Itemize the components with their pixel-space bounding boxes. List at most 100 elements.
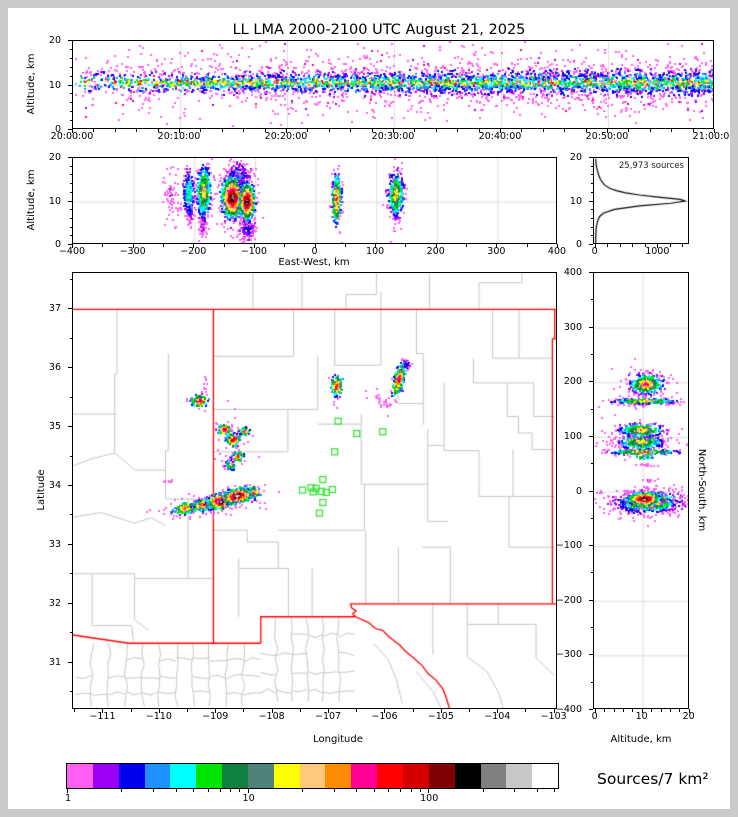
minor-tick (69, 573, 72, 575)
major-tick (589, 490, 593, 492)
minor-tick (93, 129, 95, 132)
minor-tick (69, 102, 72, 104)
tick-label: −400 (58, 246, 86, 257)
minor-tick (307, 129, 309, 132)
minor-tick (482, 789, 484, 792)
major-tick (132, 244, 134, 248)
tick-label: 1 (64, 793, 72, 804)
minor-tick (219, 789, 221, 792)
major-tick (589, 654, 593, 656)
tick-label: −100 (555, 540, 582, 552)
major-tick (68, 661, 72, 663)
minor-tick (69, 191, 72, 193)
major-tick (589, 381, 593, 383)
minor-tick (644, 244, 646, 247)
minor-tick (69, 48, 72, 50)
tick-label: −111 (89, 711, 116, 722)
minor-tick (478, 129, 480, 132)
major-tick (314, 244, 316, 248)
colorbar-segment (351, 764, 378, 788)
tick-label: 36 (48, 362, 61, 374)
minor-tick (121, 789, 123, 792)
major-tick (553, 709, 555, 713)
minor-tick (525, 709, 527, 712)
colorbar-segment (480, 764, 507, 788)
major-tick (497, 709, 499, 713)
tick-label: 20:40:00 (478, 131, 522, 142)
minor-tick (660, 709, 662, 712)
tick-label: −200 (555, 594, 582, 606)
minor-tick (207, 789, 209, 792)
minor-tick (590, 517, 593, 519)
major-tick (68, 367, 72, 369)
major-tick (158, 709, 160, 713)
tick-label: 34 (48, 479, 61, 491)
tick-label: 400 (547, 246, 567, 257)
tick-label: −110 (145, 711, 172, 722)
minor-tick (692, 129, 694, 132)
ew-height-panel (72, 157, 557, 244)
tick-label: 35 (48, 421, 61, 433)
tick-label: 20:30:00 (371, 131, 415, 142)
minor-tick (69, 226, 72, 228)
minor-tick (590, 226, 593, 228)
major-tick (589, 157, 593, 158)
minor-tick (328, 129, 330, 132)
tick-label: −109 (202, 711, 229, 722)
minor-tick (585, 129, 587, 132)
tick-label: 10 (48, 79, 61, 91)
major-tick (68, 543, 72, 545)
figure-title: LL LMA 2000-2100 UTC August 21, 2025 (232, 22, 526, 38)
tick-label: 20 (569, 152, 582, 163)
minor-tick (613, 709, 615, 712)
major-tick (428, 789, 430, 793)
minor-tick (410, 789, 412, 792)
major-tick (67, 789, 68, 793)
map-xlabel: Longitude (313, 734, 363, 745)
minor-tick (69, 57, 72, 59)
minor-tick (74, 709, 76, 712)
minor-tick (187, 709, 189, 712)
minor-tick (669, 244, 671, 247)
minor-tick (514, 789, 516, 792)
tick-label: −400 (555, 704, 582, 715)
minor-tick (69, 396, 72, 398)
minor-tick (69, 455, 72, 457)
major-tick (589, 326, 593, 328)
minor-tick (69, 217, 72, 219)
minor-tick (299, 709, 301, 712)
ns-panel-ylabel: North-South, km (696, 448, 707, 532)
major-tick (714, 129, 715, 133)
tick-label: 0 (591, 246, 598, 257)
major-tick (393, 129, 394, 133)
tick-label: −103 (540, 711, 567, 722)
minor-tick (632, 709, 634, 712)
colorbar-segment (273, 764, 300, 788)
minor-tick (669, 709, 671, 712)
ns-height-panel (593, 272, 689, 709)
tick-label: −200 (180, 246, 207, 257)
major-tick (271, 709, 273, 713)
major-tick (594, 709, 596, 713)
tick-label: 20 (48, 35, 61, 46)
major-tick (589, 244, 593, 245)
minor-tick (243, 709, 245, 712)
tick-label: 10 (569, 195, 582, 207)
tick-label: −107 (315, 711, 342, 722)
minor-tick (239, 789, 241, 792)
major-tick (657, 244, 659, 248)
major-tick (435, 244, 437, 248)
minor-tick (628, 129, 630, 132)
minor-tick (590, 174, 593, 176)
minor-tick (388, 789, 390, 792)
major-tick (607, 129, 608, 133)
minor-tick (521, 129, 523, 132)
tick-label: 300 (487, 246, 506, 257)
minor-tick (457, 129, 459, 132)
tick-label: −106 (371, 711, 398, 722)
minor-tick (371, 129, 373, 132)
minor-tick (69, 278, 72, 280)
time-height-canvas (73, 41, 713, 128)
minor-tick (607, 244, 609, 247)
tick-label: 37 (48, 303, 61, 315)
